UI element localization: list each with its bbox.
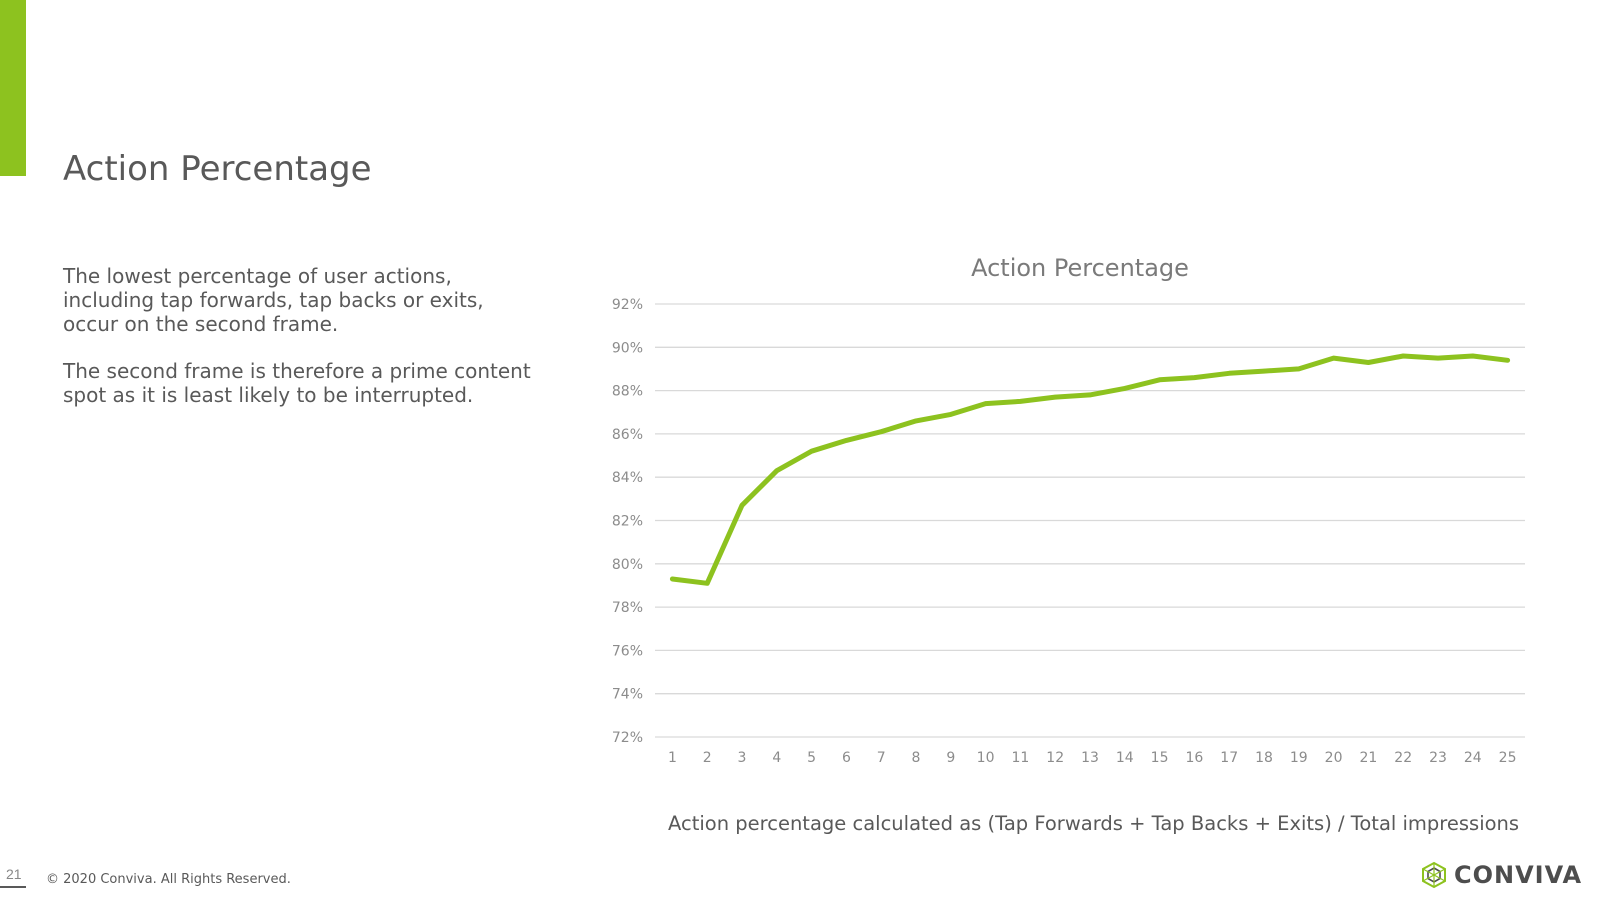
accent-bar [0, 0, 26, 176]
y-tick-label: 76% [612, 643, 643, 659]
logo-wordmark: CONVIVA [1454, 861, 1583, 889]
x-tick-label: 9 [946, 750, 955, 766]
x-tick-label: 20 [1325, 750, 1343, 766]
body-paragraph-1: The lowest percentage of user actions, i… [63, 264, 484, 336]
x-tick-label: 21 [1359, 750, 1377, 766]
page-number: 21 [6, 866, 22, 882]
x-tick-label: 25 [1499, 750, 1517, 766]
x-tick-label: 10 [977, 750, 995, 766]
x-tick-label: 14 [1116, 750, 1134, 766]
slide-title: Action Percentage [63, 148, 372, 189]
data-point [1087, 392, 1093, 398]
data-point [1435, 355, 1441, 361]
y-tick-label: 92% [612, 297, 643, 313]
data-point [948, 412, 953, 417]
data-point [844, 438, 849, 443]
x-tick-label: 18 [1255, 750, 1273, 766]
y-tick-label: 84% [612, 470, 643, 486]
data-point [1261, 368, 1267, 374]
x-tick-label: 5 [807, 750, 816, 766]
y-tick-label: 80% [612, 557, 643, 573]
copyright-notice: © 2020 Conviva. All Rights Reserved. [46, 872, 291, 887]
x-tick-label: 17 [1220, 750, 1238, 766]
x-tick-label: 24 [1464, 750, 1482, 766]
data-point [1157, 377, 1162, 382]
x-tick-label: 4 [772, 750, 781, 766]
y-tick-label: 88% [612, 384, 643, 400]
data-point [774, 468, 779, 473]
x-tick-label: 8 [912, 750, 921, 766]
data-point [705, 581, 710, 586]
y-tick-label: 72% [612, 730, 643, 746]
y-tick-label: 82% [612, 514, 643, 530]
page-number-underline [0, 886, 26, 888]
conviva-logo-icon [1422, 861, 1446, 889]
body-paragraph-2: The second frame is therefore a prime co… [63, 359, 531, 407]
x-tick-label: 1 [668, 750, 677, 766]
x-tick-label: 7 [877, 750, 886, 766]
x-tick-label: 22 [1394, 750, 1412, 766]
x-tick-label: 2 [703, 750, 712, 766]
conviva-logo: CONVIVA [1420, 858, 1582, 892]
data-point [1053, 394, 1058, 400]
x-tick-label: 6 [842, 750, 851, 766]
chart-title: Action Percentage [971, 254, 1189, 282]
x-tick-label: 13 [1081, 750, 1099, 766]
data-point [1401, 353, 1406, 359]
y-tick-label: 74% [612, 687, 643, 703]
line-chart: 72%74%76%78%80%82%84%86%88%90%92%1 2 3 4 5 6 7… [612, 297, 1525, 766]
data-point [913, 418, 919, 424]
body-text: The lowest percentage of user actions, i… [63, 264, 543, 430]
chart-caption: Action percentage calculated as (Tap For… [668, 812, 1520, 835]
data-point [1122, 386, 1127, 391]
data-point [1227, 371, 1232, 376]
data-point [1296, 366, 1301, 372]
data-point [1505, 358, 1510, 363]
data-point [879, 429, 884, 434]
data-point [1018, 399, 1023, 404]
data-point [1470, 353, 1475, 359]
data-point [1366, 360, 1371, 365]
y-tick-label: 90% [612, 340, 643, 356]
data-point [670, 576, 675, 582]
y-tick-label: 86% [612, 427, 643, 443]
data-point [1192, 375, 1197, 380]
data-point [1331, 355, 1336, 361]
x-tick-label: 15 [1151, 750, 1169, 766]
data-point [809, 449, 814, 454]
x-tick-label: 16 [1185, 750, 1203, 766]
x-tick-label: 12 [1046, 750, 1064, 766]
x-tick-label: 23 [1429, 750, 1447, 766]
x-tick-label: 19 [1290, 750, 1308, 766]
y-tick-label: 78% [612, 600, 643, 616]
data-point [739, 503, 745, 508]
data-point [983, 401, 988, 406]
x-tick-label: 3 [738, 750, 747, 766]
x-tick-label: 11 [1011, 750, 1029, 766]
